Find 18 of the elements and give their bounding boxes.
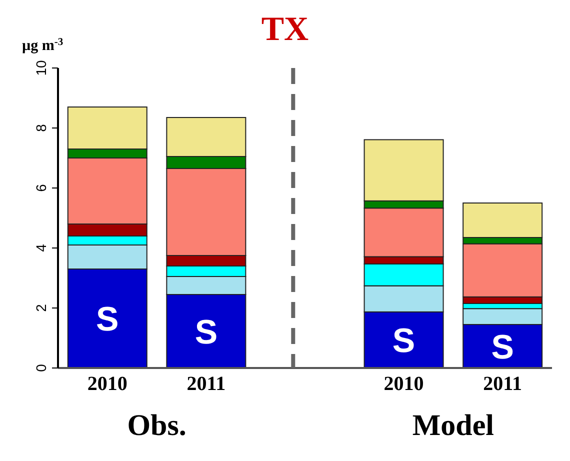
- y-tick-label: 0: [33, 364, 49, 372]
- y-tick-label: 2: [33, 304, 49, 312]
- data-label: S: [491, 328, 514, 366]
- y-tick-label: 6: [33, 184, 49, 192]
- data-label: S: [392, 322, 416, 360]
- y-tick-label: 4: [33, 244, 49, 252]
- y-tick-label: 10: [33, 60, 49, 76]
- data-label: S: [194, 313, 218, 352]
- x-tick-label: 2010: [87, 373, 128, 396]
- text: Model: [412, 409, 494, 442]
- y-axis-title: µg m$^{-3}$: [22, 36, 64, 54]
- x-tick-label: 2011: [186, 373, 226, 396]
- y-tick-label: 8: [33, 124, 49, 132]
- chart-title: TX: [261, 11, 310, 48]
- x-tick-label: 2010: [384, 373, 424, 396]
- text: Obs.: [127, 409, 186, 442]
- x-tick-label: 2011: [483, 373, 522, 396]
- data-label: S: [96, 300, 119, 338]
